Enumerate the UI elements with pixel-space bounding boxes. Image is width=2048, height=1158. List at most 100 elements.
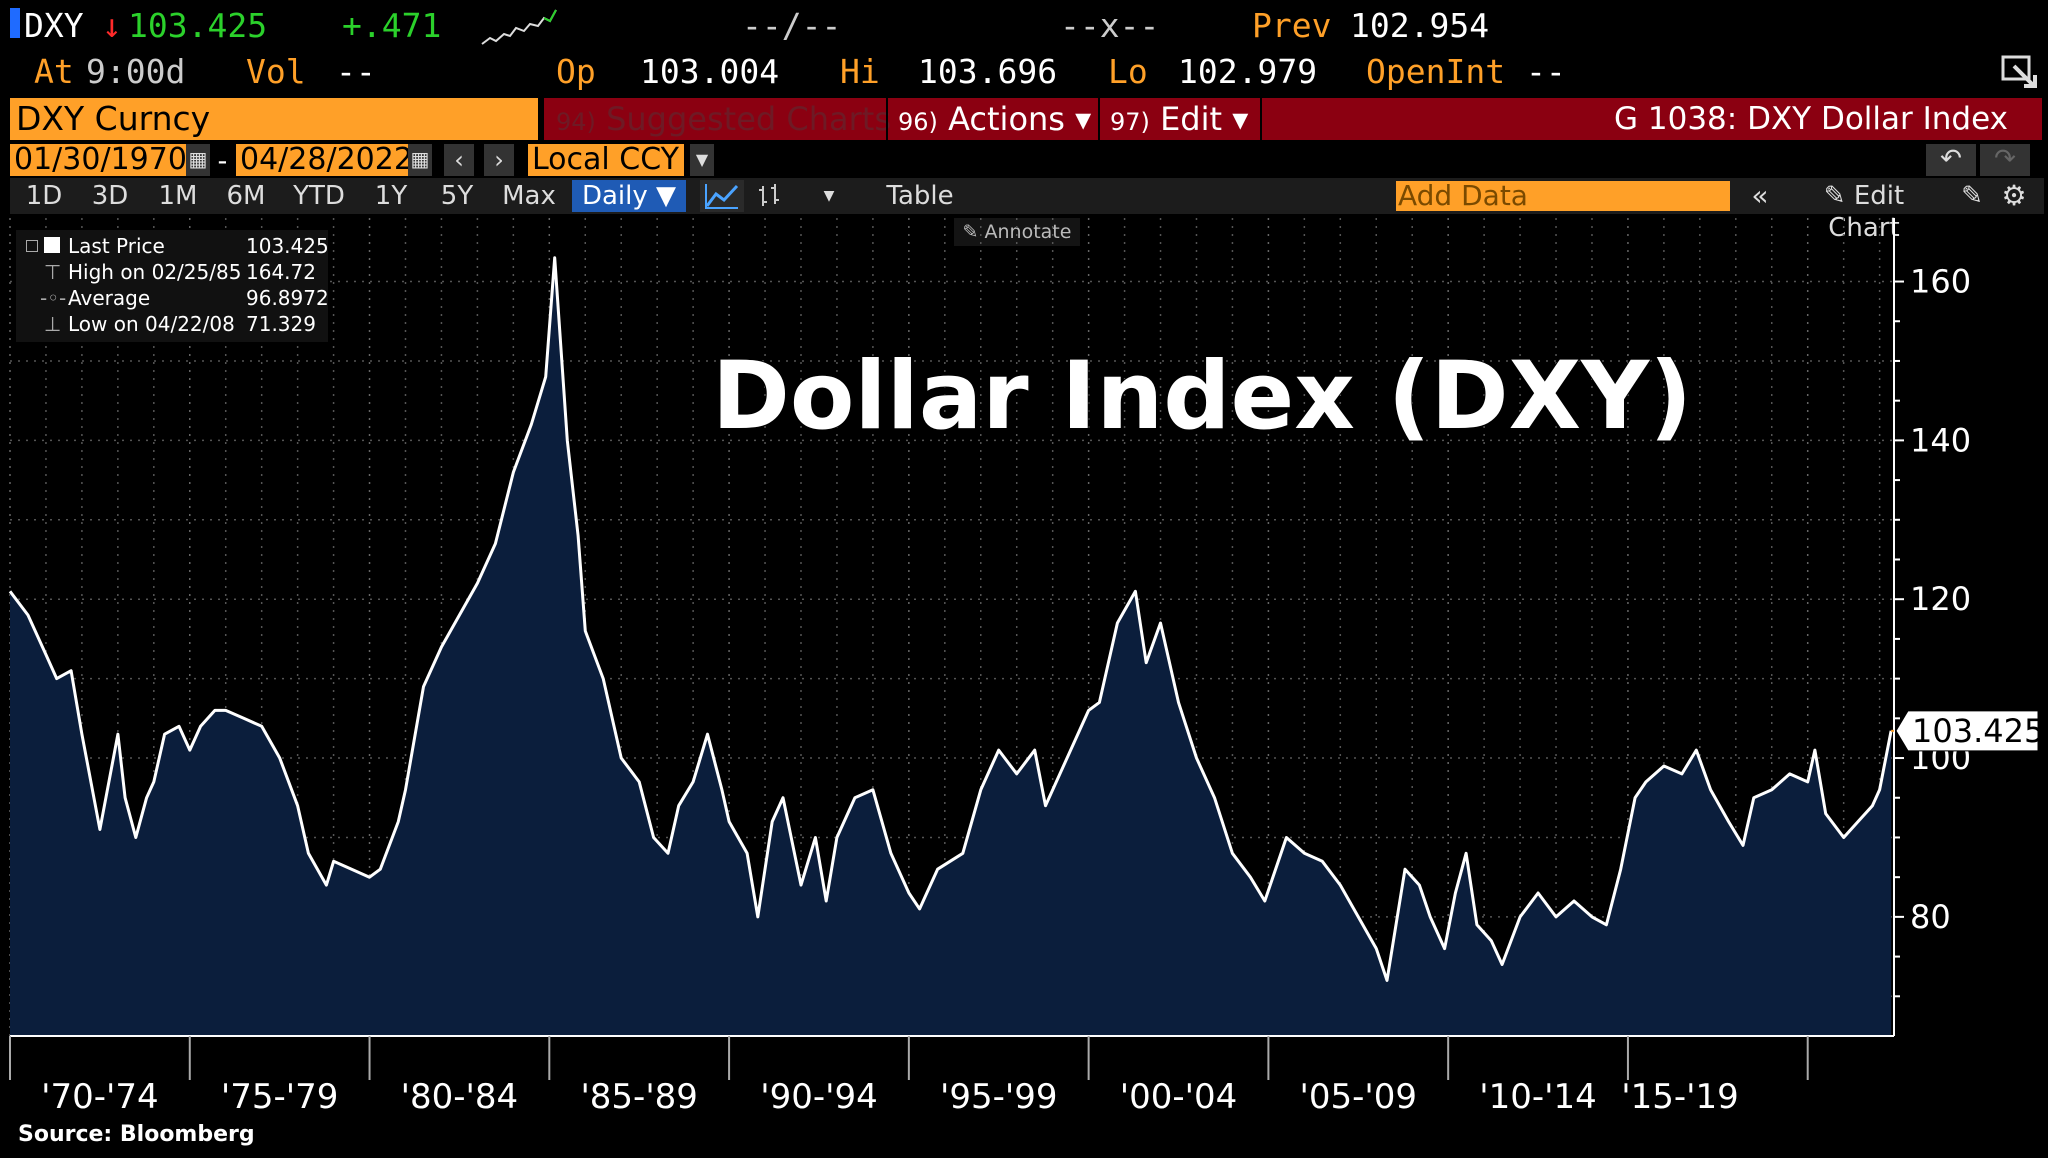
source-note: Source: Bloomberg [18, 1122, 255, 1147]
last-price-flag: 103.425 [1891, 710, 2044, 752]
x-tick-label: '90-'94 [760, 1077, 878, 1117]
y-tick-label: 160 [1910, 263, 1971, 301]
suggested-charts-button[interactable]: 94) Suggested Charts [556, 98, 891, 140]
redo-icon[interactable]: ↷ [1980, 144, 2030, 176]
openint-label: OpenInt [1366, 52, 1506, 91]
edit-chart-icon[interactable]: ✎ [1961, 181, 1983, 211]
bar-chart-icon[interactable] [750, 180, 790, 212]
legend-high-label: High on 02/25/85 [68, 260, 242, 284]
periodicity-select[interactable]: Daily ▼ [572, 180, 686, 212]
security-field[interactable]: DXY Curncy [10, 98, 538, 140]
legend-average-value: 96.8972 [246, 286, 329, 310]
chart-type-dropdown-icon[interactable]: ▼ [823, 188, 835, 204]
edit-label: Edit ▾ [1160, 100, 1249, 138]
low-label: Lo [1108, 52, 1148, 91]
vol-value: -- [336, 52, 376, 91]
vol-label: Vol [246, 52, 306, 91]
calendar-icon[interactable]: ▦ [408, 144, 432, 176]
high-marker-icon: ⊤ [44, 260, 62, 284]
range-5y[interactable]: 5Y [440, 181, 474, 211]
range-1d[interactable]: 1D [25, 181, 63, 211]
currency-select[interactable]: Local CCY [528, 144, 684, 176]
prev-label: Prev [1252, 6, 1332, 45]
x-tick-label: '75-'79 [221, 1077, 339, 1117]
x-tick-label: '10-'14 [1479, 1077, 1597, 1117]
average-marker-icon: -◦- [40, 286, 67, 310]
range-max[interactable]: Max [502, 181, 556, 211]
prev-value: 102.954 [1350, 6, 1490, 45]
add-data-input[interactable]: Add Data [1396, 181, 1730, 211]
chevron-right-icon[interactable]: › [484, 144, 514, 176]
bid-ask-size: --x-- [1060, 6, 1160, 45]
open-value: 103.004 [640, 52, 780, 91]
annotate-button[interactable]: ✎ Annotate [954, 218, 1080, 246]
x-tick-label: '00-'04 [1120, 1077, 1238, 1117]
legend-last-label: Last Price [68, 234, 165, 258]
x-tick-label: '95-'99 [940, 1077, 1058, 1117]
actions-button[interactable]: 96) Actions ▾ [898, 98, 1091, 140]
openint-value: -- [1526, 52, 1566, 91]
pencil-icon: ✎ [962, 221, 985, 243]
chevron-left-icon[interactable]: ‹ [444, 144, 474, 176]
calendar-icon[interactable]: ▦ [186, 144, 210, 176]
sparkline-icon [481, 9, 557, 45]
chevron-down-icon[interactable]: ▼ [690, 144, 714, 176]
edit-chart-label: Edit Chart [1828, 181, 1905, 243]
edit-num: 97) [1110, 108, 1150, 136]
suggested-num: 94) [556, 108, 596, 136]
line-chart-icon[interactable] [700, 180, 744, 212]
collapse-icon[interactable]: « [1751, 179, 1769, 212]
range-3d[interactable]: 3D [91, 181, 129, 211]
edit-button[interactable]: 97) Edit ▾ [1110, 98, 1248, 140]
collapse-box-icon[interactable] [26, 240, 38, 252]
open-label: Op [556, 52, 596, 91]
actions-num: 96) [898, 108, 938, 136]
pencil-icon: ✎ [1823, 181, 1846, 211]
ticker-symbol[interactable]: DXY [24, 6, 84, 45]
legend: Last Price 103.425 ⊤ High on 02/25/85 16… [16, 230, 329, 342]
high-value: 103.696 [918, 52, 1058, 91]
end-date-field[interactable]: 04/28/2022 [236, 144, 413, 176]
undo-icon[interactable]: ↶ [1926, 144, 1976, 176]
suggested-label: Suggested Charts [606, 100, 891, 138]
y-tick-label: 140 [1910, 421, 1971, 459]
range-ytd[interactable]: YTD [293, 181, 345, 211]
at-label: At [34, 52, 74, 91]
last-price-box [1895, 710, 2039, 752]
x-tick-label: '80-'84 [401, 1077, 519, 1117]
ticker-marker [10, 8, 20, 38]
legend-low-label: Low on 04/22/08 [68, 312, 235, 336]
y-tick-label: 120 [1910, 580, 1971, 618]
range-1y[interactable]: 1Y [374, 181, 408, 211]
x-tick-label: '15-'19 [1621, 1077, 1739, 1117]
table-button[interactable]: Table [886, 181, 954, 211]
high-label: Hi [840, 52, 880, 91]
graph-title: G 1038: DXY Dollar Index [1614, 101, 2008, 137]
y-tick-label: 80 [1910, 898, 1951, 936]
last-price: 103.425 [128, 6, 268, 45]
range-6m[interactable]: 6M [226, 181, 266, 211]
x-tick-label: '05-'09 [1300, 1077, 1418, 1117]
price-area [10, 257, 1892, 1036]
popout-icon[interactable] [2000, 52, 2040, 92]
x-tick-label: '85-'89 [580, 1077, 698, 1117]
at-time: 9:00d [86, 52, 186, 91]
annotate-label: Annotate [984, 221, 1072, 243]
gear-icon[interactable]: ⚙ [2001, 179, 2027, 212]
x-axis: '70-'74 '75-'79 '80-'84 '85-'89 '90-'94 '95-'… [9, 1035, 1894, 1117]
range-1m[interactable]: 1M [158, 181, 198, 211]
low-marker-icon: ⊥ [44, 312, 62, 336]
edit-chart-button[interactable]: ✎ Edit Chart [1784, 180, 1944, 243]
down-arrow-icon: ↓ [102, 6, 122, 45]
chart-title: Dollar Index (DXY) [712, 342, 1692, 451]
price-line [8, 256, 1893, 982]
legend-average-label: Average [68, 286, 151, 310]
low-value: 102.979 [1178, 52, 1318, 91]
actions-label: Actions ▾ [948, 100, 1092, 138]
menu-divider [886, 98, 888, 140]
start-date-field[interactable]: 01/30/1970 [10, 144, 187, 176]
date-separator: - [214, 144, 231, 177]
bid-ask: --/-- [742, 6, 842, 45]
